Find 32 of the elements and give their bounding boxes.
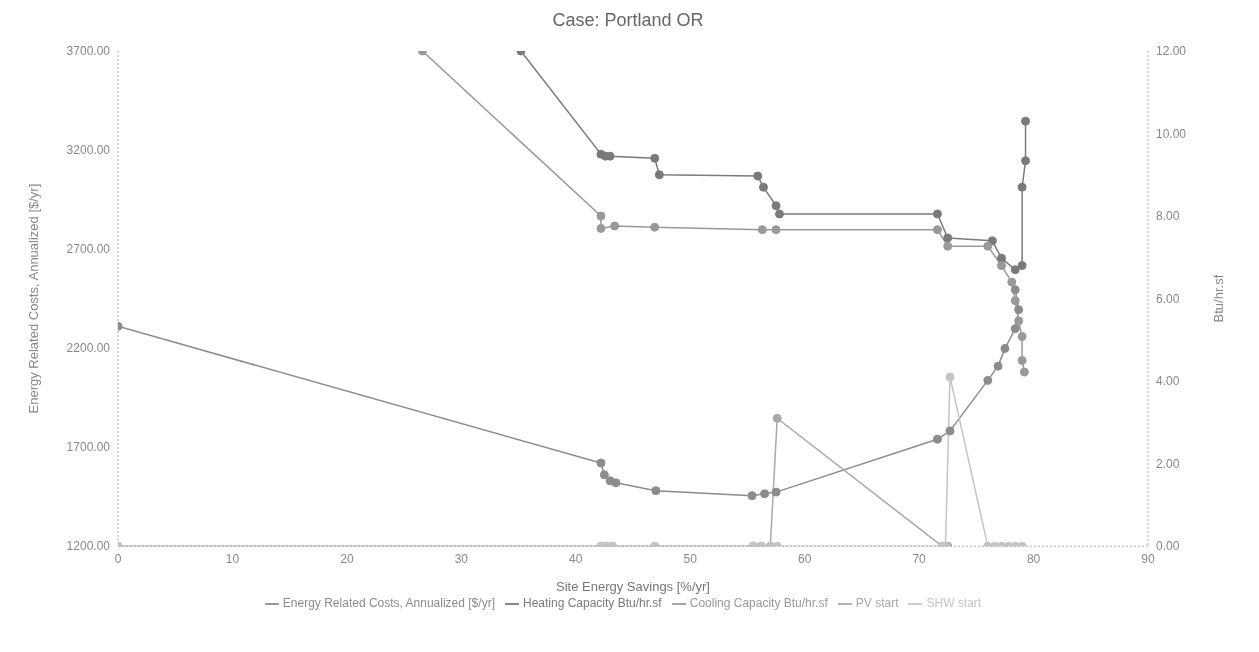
legend-label: PV start: [855, 596, 899, 611]
y2-tick-label: 10.00: [1156, 126, 1187, 141]
y-tick-label: 2700.00: [66, 242, 111, 257]
x-tick-label: 20: [340, 551, 354, 566]
y2-tick-label: 4.00: [1156, 374, 1180, 389]
y-axis-title: Energy Related Costs, Annualized [$/yr]: [25, 183, 41, 414]
y2-tick-label: 0.00: [1156, 539, 1180, 554]
x-tick-label: 30: [454, 551, 469, 566]
legend-label: Cooling Capacity Btu/hr.sf: [689, 596, 828, 611]
y2-tick-label: 8.00: [1156, 209, 1180, 224]
x-tick-label: 80: [1026, 551, 1041, 566]
legend-label: Energy Related Costs, Annualized [$/yr]: [282, 596, 495, 611]
x-tick-label: 50: [683, 551, 698, 566]
y-tick-label: 3200.00: [66, 143, 111, 158]
y2-tick-label: 2.00: [1156, 456, 1180, 471]
y2-tick-label: 12.00: [1156, 44, 1187, 59]
x-axis-title: Site Energy Savings [%/yr]: [556, 579, 710, 595]
x-tick-label: 60: [797, 551, 812, 566]
legend-label: Heating Capacity Btu/hr.sf: [522, 596, 662, 611]
legend-label: SHW start: [926, 596, 982, 611]
x-tick-label: 10: [225, 551, 240, 566]
y-tick-label: 1200.00: [66, 539, 111, 554]
x-tick-label: 70: [912, 551, 927, 566]
y-tick-label: 3700.00: [66, 44, 111, 59]
y-tick-label: 2200.00: [66, 341, 111, 356]
chart-title: Case: Portland OR: [551, 10, 705, 31]
y2-tick-label: 6.00: [1156, 291, 1180, 306]
x-tick-label: 40: [569, 551, 583, 566]
x-tick-label: 0: [114, 551, 122, 566]
y2-axis-title: Btu/hr.sf: [1210, 274, 1226, 323]
x-tick-label: 90: [1141, 551, 1155, 566]
y-tick-label: 1700.00: [66, 440, 111, 455]
